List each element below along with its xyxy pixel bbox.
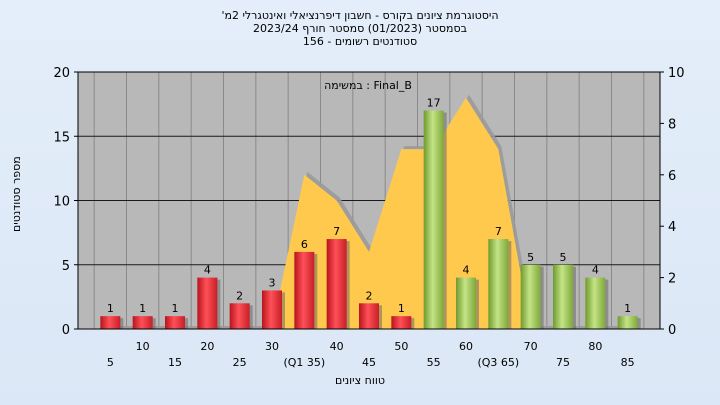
y-axis-label: מספר סטודנטים bbox=[10, 156, 23, 232]
x-tick-label: 60 bbox=[459, 340, 473, 353]
x-tick-label: 80 bbox=[588, 340, 602, 353]
bar-value-label: 6 bbox=[301, 238, 308, 251]
bar-value-label: 4 bbox=[204, 264, 211, 277]
bar bbox=[585, 277, 606, 329]
chart-title: 'היסטוגרמת ציונים בקורס - חשבון דיפרנציא… bbox=[0, 9, 720, 48]
bar bbox=[229, 303, 250, 329]
y-tick-label: 20 bbox=[53, 66, 70, 81]
bar bbox=[488, 239, 509, 329]
bar-value-label: 7 bbox=[333, 225, 340, 238]
title-line-3: סטודנטים רשומים - 156 bbox=[302, 35, 418, 48]
x-tick-label: 40 bbox=[330, 340, 344, 353]
x-tick-label: 20 bbox=[200, 340, 214, 353]
bar-value-label: 5 bbox=[527, 251, 534, 264]
y-tick-label: 0 bbox=[62, 323, 70, 338]
x-tick-label: 70 bbox=[524, 340, 538, 353]
x-axis-label: טווח ציונים bbox=[335, 374, 385, 387]
bar-value-label: 2 bbox=[236, 289, 243, 302]
x-tick-label: 50 bbox=[394, 340, 408, 353]
bar-value-label: 3 bbox=[269, 276, 276, 289]
y2-tick-label: 10 bbox=[668, 66, 685, 81]
bar-value-label: 1 bbox=[139, 302, 146, 315]
bar bbox=[294, 251, 315, 329]
x-tick-label: 45 bbox=[362, 356, 376, 369]
bar-value-label: 1 bbox=[624, 302, 631, 315]
x-tick-label: 5 bbox=[107, 356, 114, 369]
x-tick-label: 30 bbox=[265, 340, 279, 353]
bar bbox=[553, 264, 573, 329]
bar bbox=[326, 239, 347, 329]
bar-value-label: 17 bbox=[427, 97, 441, 110]
x-tick-label: 55 bbox=[427, 356, 441, 369]
bar-value-label: 1 bbox=[398, 302, 405, 315]
bar bbox=[359, 303, 379, 329]
y2-tick-label: 8 bbox=[668, 117, 676, 132]
bar-value-label: 1 bbox=[107, 302, 114, 315]
bar-value-label: 2 bbox=[366, 289, 373, 302]
y2-tick-label: 2 bbox=[668, 272, 676, 287]
bar-value-label: 1 bbox=[172, 302, 179, 315]
bar-value-label: 4 bbox=[592, 264, 599, 277]
bar bbox=[520, 264, 541, 329]
chart-annotation: במשימה : Final_B bbox=[324, 79, 412, 92]
bar bbox=[456, 277, 476, 329]
bar bbox=[197, 277, 218, 329]
y2-tick-label: 0 bbox=[668, 323, 676, 338]
x-tick-label: (Q1 35) bbox=[283, 356, 325, 369]
bar bbox=[100, 316, 121, 329]
y-tick-label: 5 bbox=[62, 259, 70, 274]
x-tick-label: (Q3 65) bbox=[477, 356, 519, 369]
bar bbox=[391, 316, 412, 329]
bar-value-label: 7 bbox=[495, 225, 502, 238]
y2-tick-label: 6 bbox=[668, 169, 676, 184]
x-tick-label: 15 bbox=[168, 356, 182, 369]
bar-value-label: 4 bbox=[463, 264, 470, 277]
x-tick-label: 10 bbox=[136, 340, 150, 353]
bar-value-label: 5 bbox=[560, 251, 567, 264]
x-tick-label: 85 bbox=[621, 356, 635, 369]
bar bbox=[132, 316, 153, 329]
bar bbox=[262, 290, 282, 329]
y-tick-label: 15 bbox=[53, 130, 70, 145]
bar bbox=[423, 110, 444, 329]
bar bbox=[165, 316, 185, 329]
x-tick-label: 75 bbox=[556, 356, 570, 369]
title-line-2: בסמסטר (01/2023) סמסטר חורף 2023/24 bbox=[253, 22, 467, 35]
bar bbox=[617, 316, 638, 329]
y2-tick-label: 4 bbox=[668, 220, 676, 235]
x-tick-label: 25 bbox=[233, 356, 247, 369]
y-tick-label: 10 bbox=[53, 195, 70, 210]
title-line-1: 'היסטוגרמת ציונים בקורס - חשבון דיפרנציא… bbox=[221, 9, 499, 22]
